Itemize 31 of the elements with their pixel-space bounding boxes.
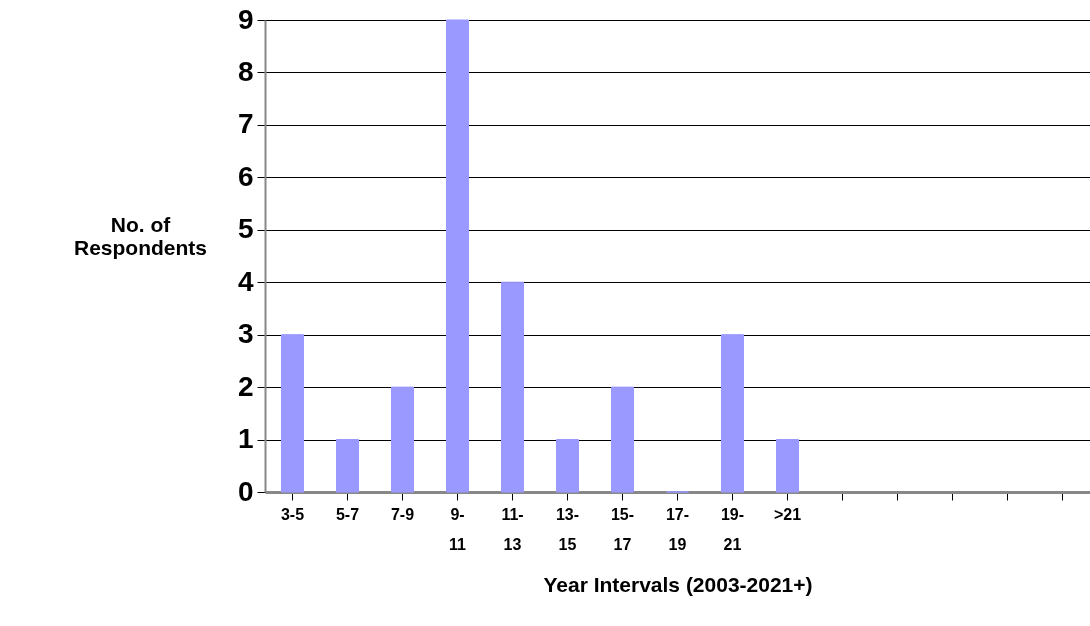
bar [281, 334, 304, 493]
x-tick-label: 7-9 [390, 505, 415, 523]
y-axis-title: No. of Respondents [73, 212, 208, 259]
bar [556, 439, 579, 493]
y-tick-label: 9 [237, 3, 254, 35]
x-tick-label: 13-15 [555, 505, 580, 553]
y-tick-label: 7 [237, 108, 254, 140]
bar [776, 439, 799, 493]
x-axis-title: Year Intervals (2003-2021+) [543, 572, 813, 596]
y-tick-label: 2 [237, 370, 254, 402]
x-tick-label: 17-19 [665, 505, 690, 553]
bar [721, 334, 744, 493]
x-tick-label: 3-5 [280, 505, 305, 523]
x-tick-label: 19-21 [720, 505, 745, 553]
y-tick-label: 1 [237, 423, 254, 455]
y-tick-label: 6 [237, 160, 254, 192]
y-tick-label: 8 [237, 55, 254, 87]
y-tick-label: 3 [237, 318, 254, 350]
bar [501, 281, 524, 493]
y-tick-label: 5 [237, 213, 254, 245]
x-tick-label: 9-11 [449, 505, 467, 553]
y-tick-label: 4 [237, 265, 254, 297]
bar [446, 19, 469, 493]
y-tick-label: 0 [237, 475, 254, 507]
x-tick-label: 15-17 [610, 505, 635, 553]
bar [611, 386, 634, 493]
bar [336, 439, 359, 493]
x-tick-label: 11-13 [501, 505, 524, 553]
bar [391, 386, 414, 493]
x-tick-label: >21 [773, 505, 802, 523]
x-tick-label: 5-7 [335, 505, 360, 523]
